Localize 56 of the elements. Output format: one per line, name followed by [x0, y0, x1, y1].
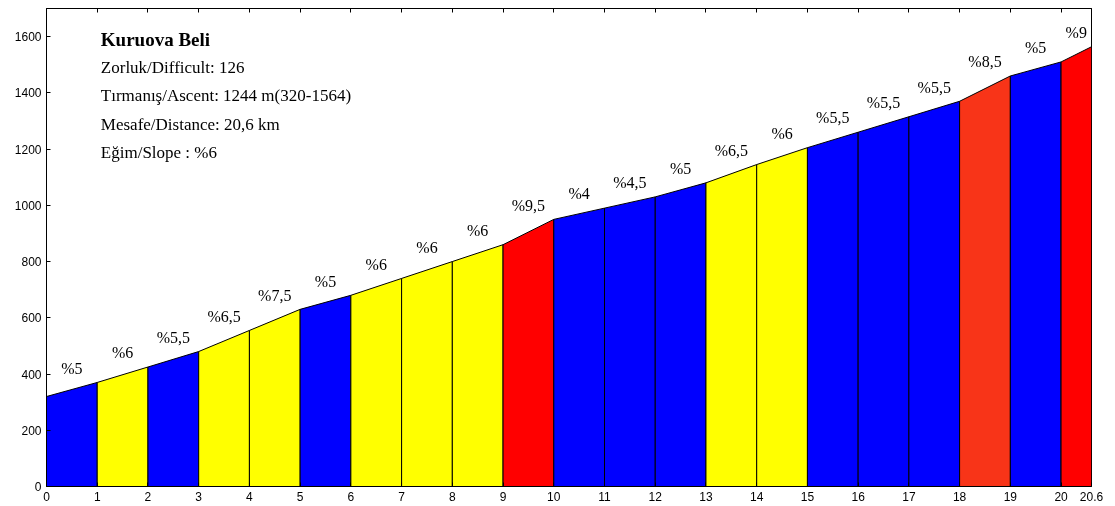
- annotation: Tırmanış/Ascent: 1244 m(320-1564): [100, 86, 352, 106]
- series-label: %5,5: [156, 328, 190, 346]
- x-tick-label: 6: [347, 489, 355, 504]
- x-tick-label: 17: [902, 489, 916, 504]
- x-tick-label: 15: [800, 489, 815, 504]
- y-tick-label: 1400: [14, 86, 42, 101]
- x-tick-label: 12: [648, 489, 663, 504]
- x-tick-label: 20.6: [1079, 489, 1104, 504]
- y-tick-label: 600: [21, 311, 42, 326]
- series-label: %5: [669, 160, 692, 178]
- x-tick-label: 3: [195, 489, 203, 504]
- x-tick-label: 14: [750, 489, 764, 504]
- x-tick-label: 5: [296, 489, 304, 504]
- series-label: %5,5: [816, 109, 850, 127]
- series-label: %6: [365, 255, 387, 273]
- x-tick-label: 4: [246, 489, 254, 504]
- series-label: %5: [1025, 39, 1047, 57]
- series-label: %5,5: [917, 78, 951, 96]
- x-tick-label: 11: [598, 489, 612, 504]
- x-tick-label: 2: [144, 489, 152, 504]
- series-label: %6,5: [207, 307, 241, 325]
- series-label: %5: [314, 272, 337, 290]
- x-tick-label: 7: [398, 489, 406, 504]
- y-tick-label: 400: [21, 367, 42, 382]
- series-label: %6: [111, 344, 134, 362]
- annotation: Zorluk/Difficult: 126: [100, 58, 245, 78]
- y-tick-label: 1200: [14, 142, 42, 157]
- y-tick-label: 1600: [14, 30, 42, 45]
- series-label: %6,5: [714, 141, 748, 159]
- y-tick-label: 0: [34, 480, 42, 494]
- x-tick-label: 19: [1003, 489, 1018, 504]
- x-tick-label: 1: [93, 489, 101, 504]
- x-tick-label: 20: [1054, 489, 1069, 504]
- y-tick-label: 1000: [14, 198, 42, 213]
- annotation: Eğim/Slope : %6: [100, 142, 218, 162]
- series-label: %6: [771, 124, 793, 142]
- series-label: %9,5: [511, 196, 546, 214]
- series-label: %8,5: [968, 53, 1002, 71]
- y-tick-label: 200: [21, 423, 42, 438]
- legend-label: %9: [1065, 24, 1087, 41]
- series-label: %7,5: [258, 286, 292, 304]
- x-tick-label: 13: [699, 489, 713, 504]
- series-label: %5: [61, 359, 83, 377]
- x-tick-label: 9: [499, 489, 507, 504]
- x-tick-label: 10: [547, 489, 561, 504]
- x-tick-label: 8: [448, 489, 456, 504]
- x-tick-label: 18: [952, 489, 967, 504]
- series-label: %6: [467, 221, 489, 239]
- series-label: %6: [416, 238, 438, 256]
- annotation: Mesafe/Distance: 20,6 km: [100, 114, 280, 134]
- series-label: %5,5: [866, 94, 901, 112]
- series-label: %4: [568, 185, 590, 203]
- text: Kuruova Beli: [100, 29, 211, 51]
- series-label: %4,5: [613, 174, 647, 192]
- x-tick-label: 16: [851, 489, 866, 504]
- y-tick-label: 800: [21, 255, 42, 270]
